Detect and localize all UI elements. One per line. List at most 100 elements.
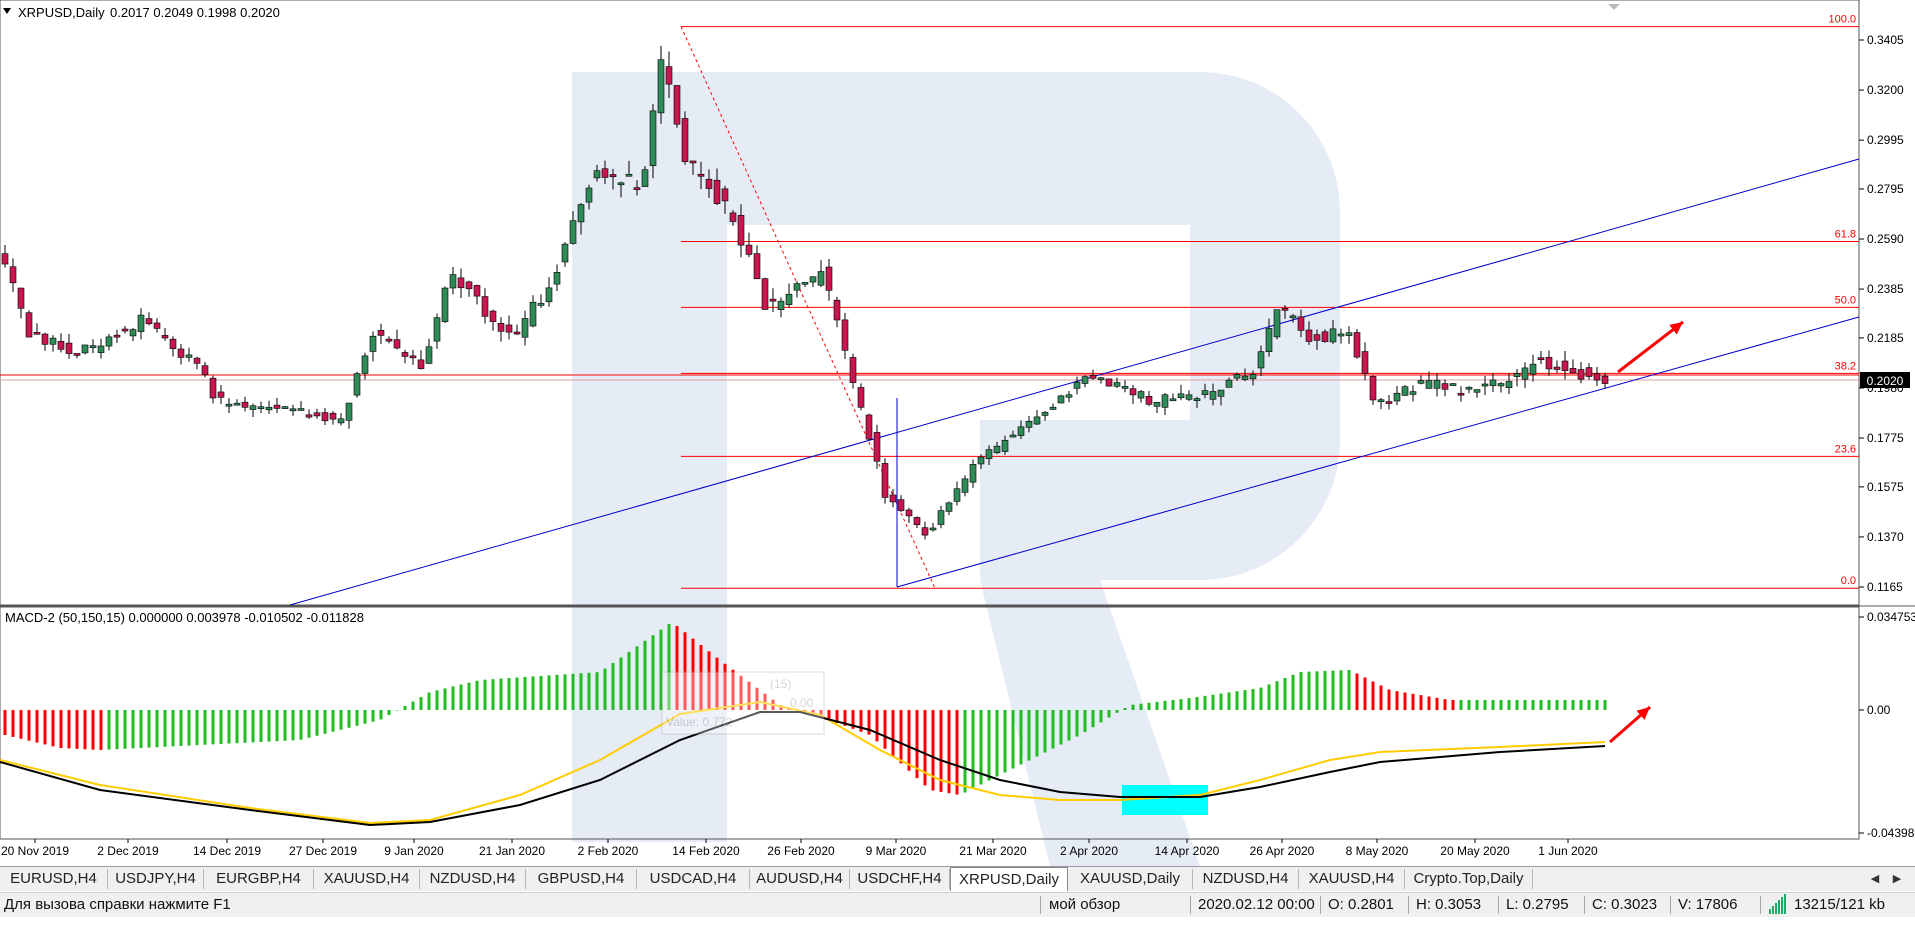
candlestick bbox=[1297, 309, 1305, 338]
macd-highlight-box[interactable] bbox=[1122, 785, 1208, 815]
date-axis-label: 26 Apr 2020 bbox=[1250, 844, 1315, 858]
candlestick bbox=[33, 323, 41, 335]
tab-usdchf-h4[interactable]: USDCHF,H4 bbox=[850, 869, 950, 889]
tab-xrpusd-daily[interactable]: XRPUSD,Daily bbox=[950, 867, 1068, 891]
candlestick bbox=[1361, 342, 1369, 381]
chart-menu-icon[interactable] bbox=[3, 8, 11, 14]
svg-text:0.00: 0.00 bbox=[790, 696, 814, 710]
candlestick bbox=[97, 338, 105, 359]
fib-trend-line[interactable] bbox=[680, 26, 936, 589]
scroll-marker-icon[interactable] bbox=[1608, 4, 1620, 10]
tab-nzdusd-h4[interactable]: NZDUSD,H4 bbox=[420, 869, 526, 889]
candlestick bbox=[137, 308, 145, 340]
candlestick bbox=[689, 160, 697, 175]
candlestick bbox=[833, 296, 841, 328]
candlestick bbox=[313, 408, 321, 419]
candlestick bbox=[289, 404, 297, 416]
candlestick bbox=[593, 164, 601, 182]
candlestick bbox=[345, 402, 353, 429]
candlestick bbox=[1473, 389, 1481, 398]
date-axis-label: 2 Feb 2020 bbox=[578, 844, 639, 858]
candlestick bbox=[553, 264, 561, 292]
candlestick bbox=[489, 309, 497, 331]
candlestick bbox=[873, 424, 881, 469]
candlestick bbox=[849, 353, 857, 389]
candlestick bbox=[561, 242, 569, 267]
candlestick bbox=[1097, 377, 1105, 384]
price-axis-label: 0.2185 bbox=[1867, 331, 1904, 345]
channel-lower-line[interactable] bbox=[896, 316, 1860, 588]
tab-usdjpy-h4[interactable]: USDJPY,H4 bbox=[108, 869, 204, 889]
candlestick bbox=[1417, 375, 1425, 385]
candlestick bbox=[969, 459, 977, 488]
candlestick bbox=[929, 522, 937, 532]
tab-xauusd-h4[interactable]: XAUUSD,H4 bbox=[314, 869, 420, 889]
tab-nzdusd-h4[interactable]: NZDUSD,H4 bbox=[1193, 869, 1299, 889]
date-axis-label: 2 Apr 2020 bbox=[1060, 844, 1118, 858]
candlestick bbox=[473, 284, 481, 305]
candlestick bbox=[1017, 420, 1025, 440]
candlestick bbox=[129, 327, 137, 342]
candlestick bbox=[1305, 321, 1313, 346]
price-axis-label: 0.2995 bbox=[1867, 133, 1904, 147]
candlestick bbox=[761, 277, 769, 310]
price-axis-label: 0.1165 bbox=[1867, 580, 1903, 594]
date-axis-label: 26 Feb 2020 bbox=[767, 844, 835, 858]
status-volume: V: 17806 bbox=[1678, 896, 1738, 913]
candlestick bbox=[681, 111, 689, 165]
candlestick bbox=[1049, 403, 1057, 411]
tab-eurgbp-h4[interactable]: EURGBP,H4 bbox=[204, 869, 314, 889]
candlestick bbox=[417, 350, 425, 370]
candlestick bbox=[1393, 385, 1401, 406]
candlestick bbox=[609, 168, 617, 190]
tab-crypto-top-daily[interactable]: Crypto.Top,Daily bbox=[1405, 869, 1533, 889]
candlestick bbox=[601, 160, 609, 185]
date-axis-label: 20 May 2020 bbox=[1440, 844, 1510, 858]
price-axis-label: 0.1370 bbox=[1867, 530, 1904, 544]
tab-xauusd-h4[interactable]: XAUUSD,H4 bbox=[1299, 869, 1405, 889]
date-axis-label: 2 Dec 2019 bbox=[97, 844, 159, 858]
candlestick bbox=[697, 161, 705, 190]
price-up-arrow-icon[interactable] bbox=[1617, 320, 1684, 374]
chart-area[interactable]: 100.0 61.8 50.0 38.2 23.6 0.0 0.3405 0.3200 0.2… bbox=[0, 0, 1915, 866]
candlestick bbox=[1449, 383, 1457, 386]
tab-audusd-h4[interactable]: AUDUSD,H4 bbox=[750, 869, 850, 889]
symbol-info: XRPUSD,Daily bbox=[18, 5, 105, 20]
candlestick bbox=[1145, 391, 1153, 407]
tab-gbpusd-h4[interactable]: GBPUSD,H4 bbox=[526, 869, 637, 889]
fib-level-label: 38.2 bbox=[1835, 360, 1856, 372]
candlestick bbox=[585, 184, 593, 210]
candlestick bbox=[921, 521, 929, 540]
date-axis-label: 14 Feb 2020 bbox=[672, 844, 740, 858]
candlestick bbox=[1273, 309, 1281, 340]
candlestick bbox=[937, 505, 945, 529]
tab-scroll-left-icon[interactable]: ◀ bbox=[1870, 873, 1880, 885]
candlestick bbox=[713, 168, 721, 205]
candlestick bbox=[1033, 409, 1041, 426]
macd-up-arrow-icon[interactable] bbox=[1609, 705, 1651, 744]
price-axis-label: 0.2795 bbox=[1867, 182, 1904, 196]
candlestick bbox=[233, 399, 241, 406]
candlestick bbox=[1249, 370, 1257, 386]
candlestick bbox=[1217, 389, 1225, 406]
candlestick bbox=[753, 245, 761, 280]
candlestick bbox=[65, 333, 73, 359]
tab-usdcad-h4[interactable]: USDCAD,H4 bbox=[637, 869, 750, 889]
candlestick bbox=[1153, 401, 1161, 413]
candlestick bbox=[1057, 394, 1065, 404]
candlestick bbox=[297, 401, 305, 411]
candlestick bbox=[401, 349, 409, 364]
price-axis-label: 0.3200 bbox=[1867, 83, 1904, 97]
candlestick bbox=[985, 445, 993, 466]
candlestick bbox=[449, 267, 457, 295]
candlestick bbox=[25, 310, 33, 338]
candlestick bbox=[73, 353, 81, 359]
candlestick bbox=[897, 495, 905, 512]
fib-level-label: 61.8 bbox=[1835, 228, 1856, 240]
tab-xauusd-daily[interactable]: XAUUSD,Daily bbox=[1068, 869, 1193, 889]
status-profile[interactable]: мой обзор bbox=[1049, 896, 1121, 913]
candlestick bbox=[889, 488, 897, 508]
candlestick bbox=[809, 276, 817, 287]
tab-eurusd-h4[interactable]: EURUSD,H4 bbox=[0, 869, 108, 889]
tab-scroll-right-icon[interactable]: ▶ bbox=[1892, 873, 1902, 885]
